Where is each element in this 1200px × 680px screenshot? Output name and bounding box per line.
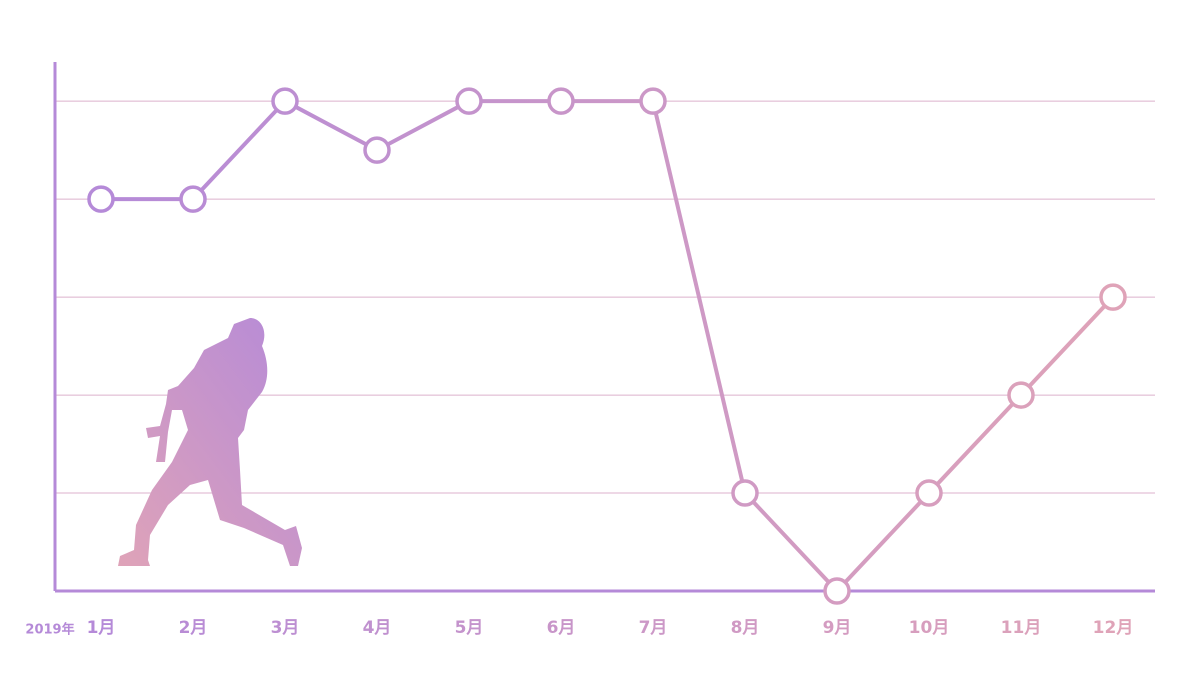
point (547, 87, 575, 115)
x-tick-label: 10月 (909, 618, 950, 638)
x-tick-label: 9月 (823, 618, 852, 638)
player-silhouette (118, 318, 302, 566)
point (731, 479, 759, 507)
x-tick-label: 7月 (639, 618, 668, 638)
x-tick-label: 6月 (547, 618, 576, 638)
point (639, 87, 667, 115)
year-label: 2019年 (25, 622, 74, 638)
point (915, 479, 943, 507)
x-tick-label: 5月 (455, 618, 484, 638)
point (823, 577, 851, 605)
point (455, 87, 483, 115)
x-tick-label: 12月 (1093, 618, 1134, 638)
point (1007, 381, 1035, 409)
point (363, 136, 391, 164)
point (271, 87, 299, 115)
x-tick-label: 11月 (1001, 618, 1042, 638)
point (1099, 283, 1127, 311)
line (101, 99, 1115, 593)
x-tick-label: 1月 (87, 618, 116, 638)
x-tick-label: 4月 (363, 618, 392, 638)
point (179, 185, 207, 213)
x-tick-label: 3月 (271, 618, 300, 638)
x-tick-label: 2月 (179, 618, 208, 638)
point (87, 185, 115, 213)
x-tick-label: 8月 (731, 618, 760, 638)
